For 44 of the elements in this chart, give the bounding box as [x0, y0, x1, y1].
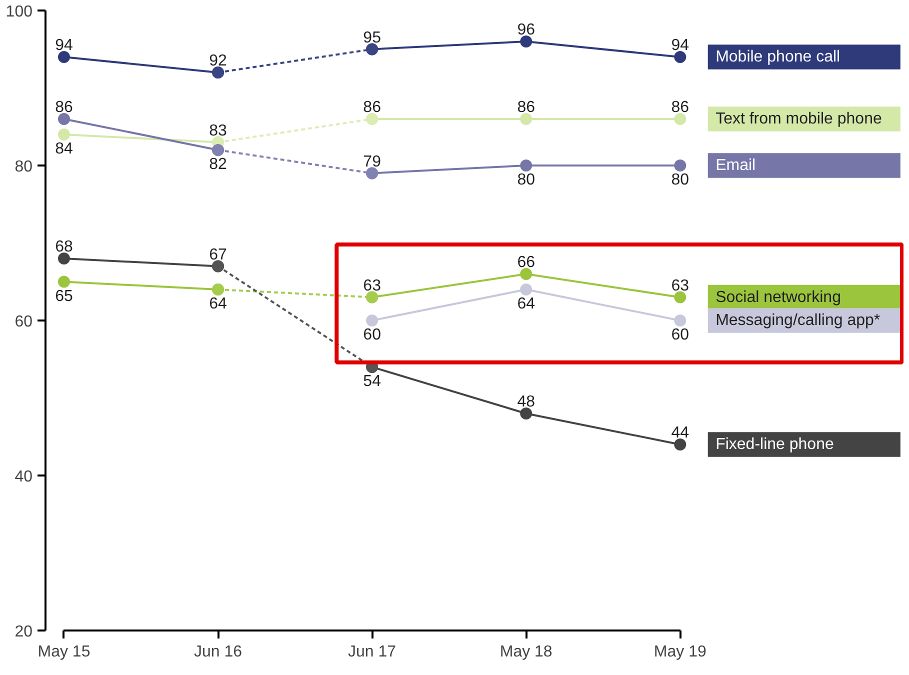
data-label: 96: [517, 22, 536, 38]
series-label: Email: [716, 157, 756, 174]
data-label: 86: [517, 99, 536, 116]
data-label: 68: [55, 238, 73, 256]
data-label: 83: [209, 122, 228, 140]
data-label: 67: [209, 246, 228, 264]
x-tick-label: May 18: [500, 644, 552, 660]
series-label: Fixed-line phone: [716, 436, 834, 453]
data-label: 79: [363, 153, 382, 170]
data-label: 63: [363, 277, 382, 294]
y-tick-label: 100: [6, 4, 33, 20]
data-label: 82: [209, 156, 228, 173]
x-tick-label: May 19: [654, 644, 706, 660]
data-label: 66: [517, 254, 536, 271]
data-label: 60: [363, 326, 382, 344]
y-tick-label: 40: [14, 468, 33, 486]
data-label: 63: [671, 277, 690, 294]
series-label: Social networking: [716, 288, 841, 306]
x-tick-label: Jun 17: [348, 644, 396, 660]
data-label: 54: [363, 373, 382, 390]
data-label: 65: [55, 288, 73, 305]
data-label: 86: [363, 99, 382, 116]
x-tick-label: May 15: [38, 644, 90, 660]
data-label: 94: [671, 37, 690, 54]
data-label: 44: [671, 424, 690, 442]
data-label: 60: [671, 326, 690, 344]
data-label: 95: [363, 29, 382, 46]
data-label: 64: [517, 296, 536, 312]
series-label: Text from mobile phone: [716, 110, 882, 128]
data-label: 80: [517, 172, 536, 188]
data-label: 84: [55, 140, 73, 158]
data-label: 80: [671, 172, 690, 188]
series-label: Messaging/calling app*: [716, 312, 880, 329]
data-label: 92: [209, 52, 228, 70]
y-tick-label: 60: [14, 314, 33, 330]
data-label: 86: [55, 99, 73, 116]
y-tick-label: 80: [14, 158, 33, 176]
x-tick-label: Jun 16: [194, 644, 242, 660]
data-label: 48: [517, 394, 536, 410]
data-label: 86: [671, 99, 690, 116]
y-tick-label: 20: [14, 624, 33, 640]
data-label: 64: [209, 296, 228, 312]
data-label: 94: [55, 37, 73, 54]
series-label: Mobile phone call: [716, 48, 840, 66]
